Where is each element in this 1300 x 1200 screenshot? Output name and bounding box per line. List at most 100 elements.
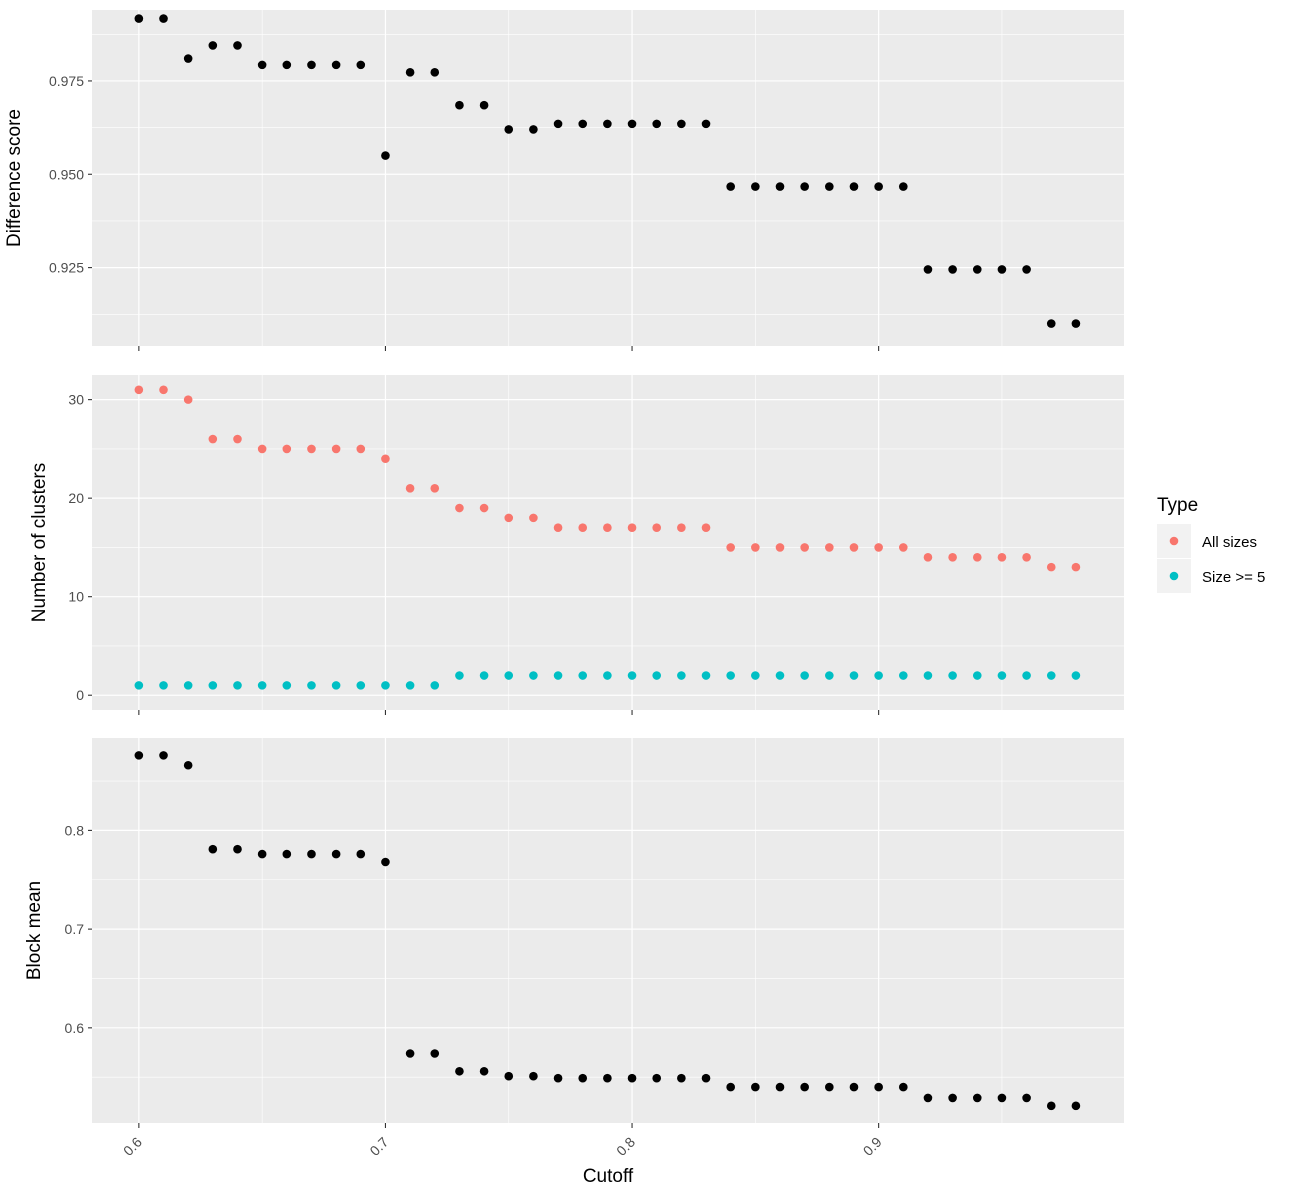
data-point: [159, 681, 168, 690]
data-point: [800, 182, 809, 191]
data-point: [183, 760, 193, 770]
data-point: [997, 671, 1007, 680]
data-point: [825, 543, 834, 552]
data-point: [1071, 671, 1081, 680]
data-point: [1071, 319, 1081, 328]
panel-block-mean: 0.6 0.7 0.8 Block mean: [24, 738, 1124, 1128]
panel-difference-score: 0.925 0.950 0.975 Difference score: [4, 10, 1124, 351]
data-point: [455, 100, 464, 110]
y-tick-label: 0.6: [65, 1020, 85, 1036]
data-point: [331, 849, 341, 859]
data-point: [307, 60, 316, 70]
data-point: [948, 265, 957, 274]
data-point: [455, 1066, 464, 1076]
legend-label-size-ge-5: Size >= 5: [1202, 569, 1265, 586]
data-point: [701, 523, 711, 533]
data-point: [282, 849, 292, 859]
data-point: [948, 1093, 957, 1103]
data-point: [1046, 562, 1056, 572]
y-tick-label: 30: [68, 392, 84, 408]
data-point: [134, 681, 144, 690]
data-point: [603, 1073, 612, 1083]
data-point: [381, 681, 390, 690]
data-point: [307, 681, 316, 690]
data-point: [504, 513, 514, 523]
y-axis-title-difference-score: Difference score: [4, 109, 25, 247]
legend: Type All sizes Size >= 5: [1157, 495, 1265, 593]
legend-label-all-sizes: All sizes: [1202, 534, 1257, 551]
data-point: [208, 681, 218, 690]
data-point: [479, 671, 489, 680]
data-point: [701, 671, 711, 680]
series-size-5: [134, 671, 1081, 690]
y-tick-label: 10: [68, 589, 84, 605]
data-point: [652, 671, 662, 680]
data-point: [430, 1049, 440, 1058]
data-point: [800, 1082, 809, 1092]
data-point: [677, 119, 686, 129]
legend-marker-all-sizes: [1169, 536, 1179, 546]
data-point: [257, 849, 267, 859]
data-point: [1022, 671, 1031, 680]
data-point: [529, 671, 538, 680]
data-point: [553, 671, 563, 680]
data-point: [183, 395, 193, 404]
data-point: [1022, 1093, 1031, 1103]
data-point: [701, 119, 711, 129]
data-point: [578, 119, 588, 129]
data-point: [948, 671, 957, 680]
data-point: [972, 265, 982, 274]
y-tick-label: 0.975: [49, 73, 84, 89]
data-point: [208, 41, 218, 50]
data-point: [331, 60, 341, 70]
data-point: [825, 1082, 834, 1092]
data-point: [381, 454, 390, 464]
data-point: [257, 444, 267, 454]
data-point: [972, 671, 982, 680]
data-point: [603, 671, 612, 680]
data-point: [307, 444, 316, 454]
data-point: [1071, 562, 1081, 572]
data-point: [775, 1082, 785, 1092]
data-point: [331, 444, 341, 454]
data-point: [677, 1073, 686, 1083]
y-axis-title-block-mean: Block mean: [24, 881, 45, 980]
data-point: [282, 444, 292, 454]
data-point: [208, 844, 218, 854]
data-point: [923, 265, 933, 274]
panels-layer: 0.925 0.950 0.975 Difference score 0 10 20 30 Nu…: [4, 10, 1124, 1159]
y-axis-title-number-of-clusters: Number of clusters: [29, 463, 50, 622]
data-point: [356, 849, 366, 859]
data-point: [381, 151, 390, 160]
data-point: [134, 385, 144, 395]
data-point: [356, 444, 366, 454]
data-point: [356, 681, 366, 690]
data-point: [825, 182, 834, 191]
data-point: [849, 1082, 859, 1092]
data-point: [578, 523, 588, 533]
data-point: [652, 523, 662, 533]
data-point: [1022, 265, 1031, 274]
data-point: [775, 182, 785, 191]
data-point: [282, 60, 292, 70]
data-point: [430, 681, 440, 690]
data-point: [997, 552, 1007, 562]
data-point: [898, 1082, 908, 1092]
data-point: [627, 119, 637, 129]
data-point: [775, 671, 785, 680]
data-point: [553, 119, 563, 129]
data-point: [183, 681, 193, 690]
data-point: [677, 671, 686, 680]
data-point: [455, 671, 464, 680]
data-point: [405, 484, 415, 493]
data-point: [874, 1082, 883, 1092]
data-point: [257, 681, 267, 690]
data-point: [1046, 1101, 1056, 1111]
data-point: [233, 844, 242, 854]
data-point: [603, 119, 612, 129]
data-point: [405, 1049, 415, 1058]
data-point: [529, 125, 538, 134]
y-tick-label: 0: [76, 687, 84, 703]
data-point: [627, 1073, 637, 1083]
series-difference-score: [134, 14, 1081, 328]
